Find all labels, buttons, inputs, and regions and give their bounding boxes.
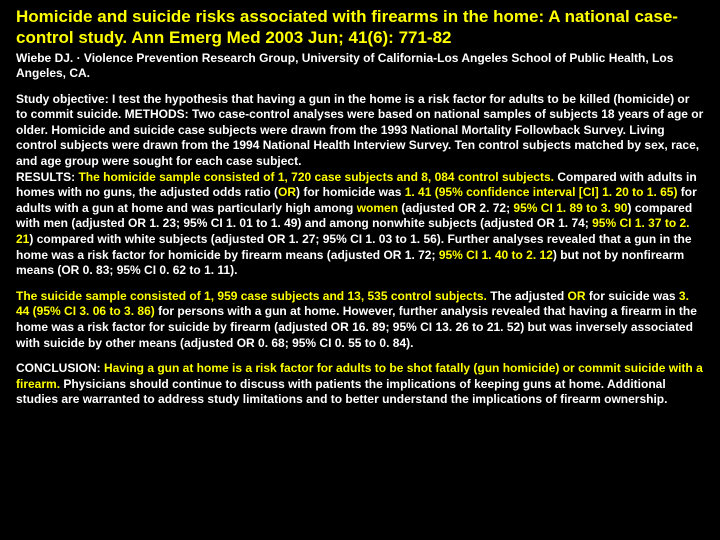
text: (adjusted OR 2. 72;	[398, 201, 513, 215]
highlight-or-value: 1. 41 (95% confidence interval [CI] 1. 2…	[405, 185, 678, 199]
highlight-or: OR	[278, 185, 296, 199]
highlight-ci: 95% CI 1. 89 to 3. 90	[513, 201, 627, 215]
text: Physicians should continue to discuss wi…	[16, 377, 667, 407]
text: for suicide was	[586, 289, 679, 303]
highlight-homicide-sample: The homicide sample consisted of 1, 720 …	[78, 170, 554, 184]
text: Study objective: I test the hypothesis t…	[16, 92, 703, 168]
paragraph-conclusion: CONCLUSION: Having a gun at home is a ri…	[16, 361, 704, 408]
highlight-or: OR	[568, 289, 586, 303]
paragraph-suicide: The suicide sample consisted of 1, 959 c…	[16, 289, 704, 351]
text: CONCLUSION:	[16, 361, 104, 375]
text: The adjusted	[487, 289, 568, 303]
text: RESULTS:	[16, 170, 78, 184]
article-authors: Wiebe DJ. · Violence Prevention Research…	[16, 51, 704, 82]
highlight-women: women	[357, 201, 398, 215]
highlight-suicide-sample: The suicide sample consisted of 1, 959 c…	[16, 289, 487, 303]
article-title: Homicide and suicide risks associated wi…	[16, 6, 704, 49]
paragraph-methods-results: Study objective: I test the hypothesis t…	[16, 92, 704, 279]
highlight-ci: 95% CI 1. 40 to 2. 12	[439, 248, 553, 262]
text: ) for homicide was	[296, 185, 405, 199]
document-page: Homicide and suicide risks associated wi…	[0, 0, 720, 428]
